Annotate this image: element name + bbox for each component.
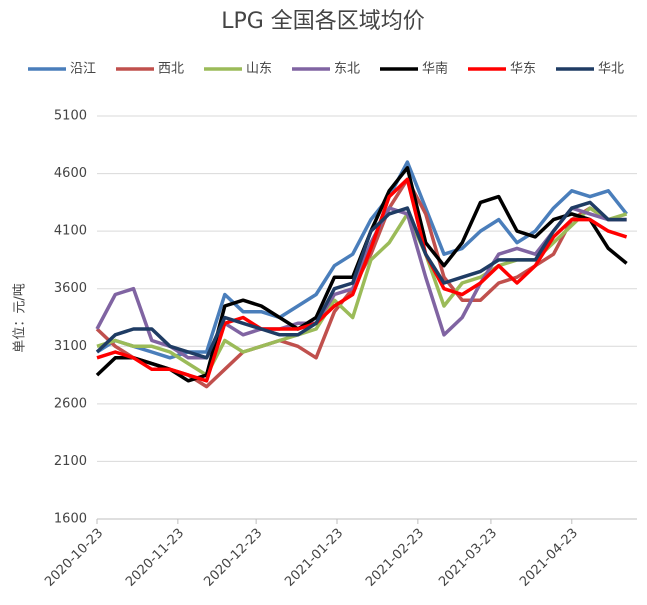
x-tick-label: 2020-12-23: [201, 526, 265, 590]
y-tick-label: 2600: [54, 396, 87, 411]
legend-label: 东北: [334, 62, 360, 77]
x-tick-label: 2020-11-23: [123, 526, 187, 590]
x-tick-label: 2021-02-23: [363, 526, 427, 590]
legend-label: 西北: [158, 62, 184, 77]
x-tick-label: 2021-01-23: [282, 526, 346, 590]
legend-label: 华南: [422, 61, 448, 77]
y-axis-label: 单位：元/吨: [13, 283, 28, 352]
series-line: [95, 206, 627, 360]
legend-label: 沿江: [70, 62, 96, 77]
x-tick-label: 2021-04-23: [517, 526, 581, 590]
legend-label: 山东: [246, 62, 272, 77]
y-tick-label: 4600: [54, 166, 87, 181]
y-tick-label: 5100: [54, 109, 87, 124]
y-tick-label: 3100: [54, 339, 87, 354]
legend-label: 华东: [510, 62, 536, 77]
x-tick-label: 2020-10-23: [42, 526, 106, 590]
chart-title: LPG 全国各区域均价: [221, 9, 425, 34]
series-line: [96, 177, 628, 383]
x-tick-label: 2021-03-23: [436, 526, 500, 590]
series-line: [96, 160, 628, 360]
y-tick-label: 1600: [54, 512, 87, 527]
y-tick-label: 2100: [54, 454, 87, 469]
series-line: [95, 200, 627, 360]
legend-label: 华北: [598, 62, 624, 77]
y-tick-label: 4100: [54, 224, 87, 239]
y-tick-label: 3600: [54, 281, 87, 296]
